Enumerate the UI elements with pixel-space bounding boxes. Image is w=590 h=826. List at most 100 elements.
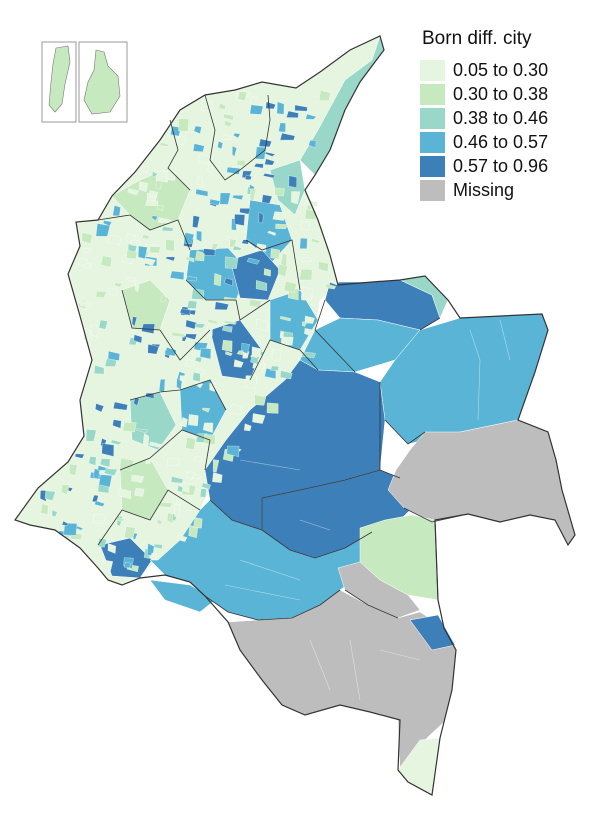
legend-label: 0.57 to 0.96: [453, 155, 549, 176]
municipality: [159, 142, 169, 147]
municipality: [101, 559, 113, 573]
municipality: [156, 518, 163, 525]
municipality: [195, 188, 209, 197]
municipality: [198, 153, 211, 164]
municipality: [212, 472, 223, 483]
municipality: [223, 113, 234, 121]
municipality: [258, 211, 264, 224]
municipality: [221, 339, 233, 353]
island-insets: [41, 41, 128, 123]
municipality: [131, 474, 145, 483]
municipality: [44, 490, 56, 501]
municipality: [103, 468, 118, 476]
municipality: [126, 250, 138, 260]
municipality: [171, 331, 186, 338]
municipality: [299, 237, 308, 249]
legend-label: Missing: [453, 179, 515, 200]
municipality: [122, 421, 137, 433]
municipality: [232, 245, 243, 251]
municipality: [191, 288, 204, 300]
municipality: [123, 562, 131, 569]
municipality: [166, 169, 176, 181]
municipality: [207, 163, 214, 174]
municipality: [61, 484, 70, 495]
municipality: [300, 196, 309, 205]
municipality: [107, 288, 119, 297]
municipality: [160, 295, 167, 303]
municipality: [217, 141, 224, 150]
municipality: [69, 463, 78, 476]
municipality: [107, 350, 120, 361]
municipality: [142, 234, 151, 240]
municipality: [302, 321, 308, 327]
municipality: [155, 170, 169, 183]
municipality: [318, 89, 331, 102]
municipality: [171, 476, 184, 484]
municipality: [115, 517, 125, 522]
municipality: [176, 534, 188, 542]
municipality: [151, 215, 159, 221]
municipality: [213, 273, 222, 287]
municipality: [266, 402, 279, 414]
municipality: [81, 232, 93, 244]
municipality: [125, 276, 137, 283]
municipality: [255, 318, 268, 332]
municipality: [138, 245, 148, 260]
legend-item: 0.05 to 0.30: [420, 58, 548, 82]
municipality: [272, 211, 286, 221]
municipality: [95, 403, 105, 413]
legend-swatch: [420, 107, 445, 129]
municipality: [270, 365, 279, 371]
region-amazonas-east: [409, 614, 456, 651]
municipality: [151, 552, 158, 558]
municipality: [185, 333, 198, 340]
municipality: [176, 136, 187, 146]
municipality: [264, 158, 275, 166]
municipality: [255, 280, 267, 291]
municipality: [243, 423, 252, 432]
municipality: [185, 319, 198, 330]
municipality: [138, 181, 149, 192]
municipality: [184, 256, 195, 263]
inset-providencia: [83, 49, 121, 115]
municipality: [95, 291, 108, 298]
municipality: [187, 300, 197, 309]
municipality: [179, 308, 191, 316]
municipality: [211, 243, 219, 251]
inset-san-andres: [48, 45, 71, 113]
municipality: [209, 383, 217, 392]
legend-item: 0.30 to 0.38: [420, 82, 548, 106]
municipality: [232, 195, 244, 200]
municipality: [288, 175, 297, 188]
municipality: [161, 226, 174, 232]
municipality: [280, 336, 294, 346]
municipality: [232, 145, 237, 157]
municipality: [253, 163, 264, 169]
municipality: [94, 500, 105, 507]
municipality: [283, 281, 297, 293]
municipality: [207, 319, 220, 324]
municipality: [291, 191, 301, 205]
municipality: [318, 261, 329, 272]
municipality: [224, 277, 233, 287]
municipality: [271, 349, 282, 363]
municipality: [142, 257, 156, 266]
municipality: [300, 221, 311, 232]
municipality: [218, 103, 226, 110]
municipality: [152, 171, 158, 177]
municipality: [134, 488, 145, 497]
municipality: [179, 375, 188, 382]
municipality: [141, 166, 150, 173]
municipality: [104, 358, 117, 367]
municipality: [233, 132, 241, 139]
municipality: [224, 119, 233, 128]
region-putumayo-strip: [149, 579, 216, 613]
municipality: [118, 488, 131, 499]
municipality: [99, 458, 111, 468]
municipality: [239, 208, 251, 215]
municipality: [80, 300, 91, 308]
municipality: [280, 316, 291, 322]
municipality: [133, 397, 140, 407]
municipality: [158, 379, 166, 393]
